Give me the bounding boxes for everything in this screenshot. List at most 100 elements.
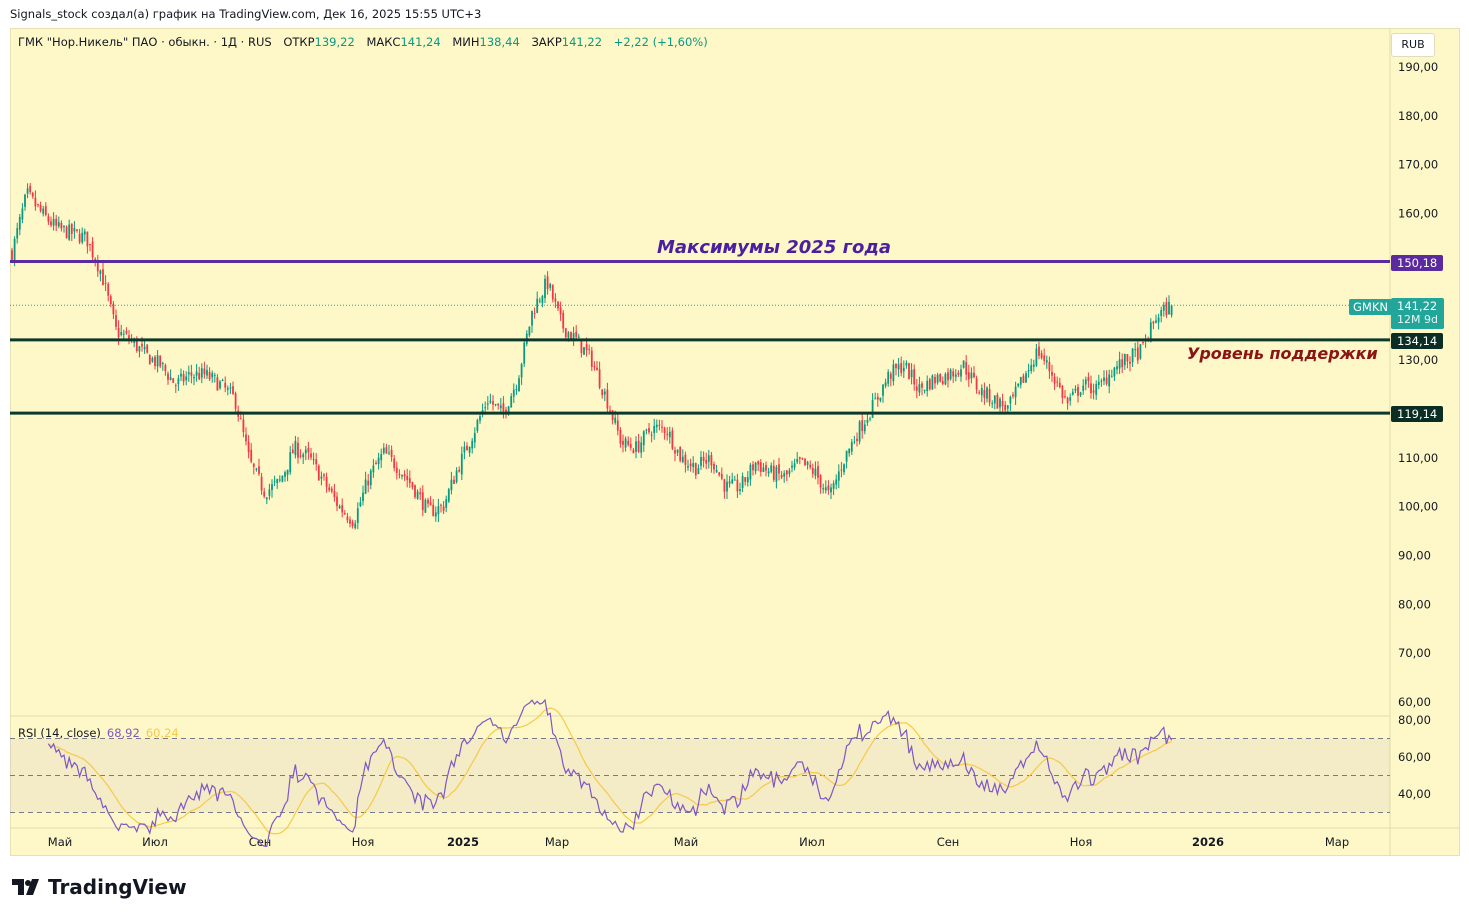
candle-body [1131, 348, 1134, 362]
chart-frame[interactable] [10, 28, 1460, 856]
rsi-ma-line [48, 707, 1172, 835]
candle-body [515, 389, 518, 391]
candle-body [1105, 377, 1108, 384]
price-tick-label: 170,00 [1398, 158, 1438, 172]
candle-body [551, 285, 554, 300]
candle-body [1071, 391, 1074, 395]
support-level-annotation: Уровень поддержки [1187, 344, 1378, 363]
candle-body [869, 418, 871, 420]
candle-body [884, 382, 887, 386]
candle-body [239, 418, 242, 420]
candle-body [494, 403, 497, 405]
candle-body [333, 491, 336, 498]
tradingview-logo[interactable]: TradingView [12, 875, 187, 899]
candle-body [211, 373, 214, 378]
candle-body [317, 465, 320, 481]
candle-body [554, 298, 557, 302]
candle-body [226, 388, 229, 390]
candle-body [39, 205, 42, 212]
candle-body [135, 338, 138, 351]
candle-body [91, 241, 94, 258]
rsi-legend[interactable]: RSI (14, close) 68,92 60,24 [18, 726, 179, 740]
candle-body [655, 424, 658, 427]
price-tick-label: 180,00 [1398, 109, 1438, 123]
candle-body [216, 377, 219, 391]
candle-body [346, 516, 349, 521]
open-value: 139,22 [314, 35, 355, 49]
candle-body [952, 371, 955, 377]
candle-body [115, 315, 117, 327]
candle-body [538, 300, 541, 302]
candle-body [1040, 353, 1043, 359]
time-tick-label: Май [48, 835, 72, 849]
candle-body [471, 440, 474, 449]
candle-body [343, 513, 346, 515]
candle-body [476, 420, 479, 431]
candle-body [377, 457, 380, 465]
candle-body [668, 431, 671, 438]
candle-body [1110, 376, 1113, 378]
candle-body [689, 463, 692, 467]
candle-body [973, 372, 975, 378]
candle-body [856, 438, 858, 441]
candle-body [785, 470, 788, 475]
candle-body [1035, 348, 1038, 366]
candle-body [213, 375, 216, 377]
time-tick-label: Мар [1325, 835, 1349, 849]
candle-body [143, 346, 146, 350]
candle-body [291, 449, 294, 454]
candle-body [798, 457, 801, 459]
candle-body [57, 222, 60, 227]
candle-body [1048, 362, 1051, 372]
candle-body [858, 421, 861, 442]
candle-body [198, 373, 201, 380]
symbol-name[interactable]: ГМК "Нор.Никель" ПАО · обыкн. · 1Д · RUS [18, 35, 272, 49]
candle-body [273, 481, 276, 483]
candle-body [603, 391, 606, 395]
candle-body [876, 396, 879, 400]
candle-body [442, 506, 445, 511]
candle-body [601, 389, 604, 396]
candle-body [921, 383, 923, 388]
candle-body [793, 463, 796, 468]
candle-body [640, 442, 643, 453]
open-label: ОТКР [283, 35, 315, 49]
candle-body [900, 362, 903, 374]
candle-body [60, 222, 63, 229]
candle-body [338, 506, 341, 509]
candle-body [531, 310, 533, 326]
candle-body [939, 374, 942, 382]
candle-body [120, 332, 123, 335]
candle-body [931, 375, 934, 390]
candle-body [1012, 394, 1014, 397]
candle-body [497, 403, 500, 406]
max-level-price-tag: 150,18 [1391, 255, 1444, 271]
candle-body [726, 481, 728, 492]
candle-body [757, 461, 760, 465]
currency-button[interactable]: RUB [1391, 33, 1435, 57]
candle-body [533, 313, 536, 315]
candle-body [177, 378, 180, 385]
candle-body [960, 369, 962, 377]
candle-body [26, 188, 29, 194]
candle-body [281, 475, 284, 482]
price-tick-label: 100,00 [1398, 500, 1438, 514]
price-tick-label: 110,00 [1398, 451, 1438, 465]
candle-body [133, 339, 136, 344]
rsi-line [47, 698, 1173, 848]
candle-body [895, 363, 897, 369]
candle-body [1157, 317, 1160, 323]
candle-body [507, 406, 510, 414]
candle-body [557, 301, 559, 309]
candle-body [936, 374, 939, 383]
candle-body [167, 373, 169, 380]
candle-body [596, 367, 598, 371]
candle-body [635, 441, 637, 452]
candle-body [320, 476, 323, 479]
candle-body [697, 468, 700, 475]
candle-body [466, 445, 468, 451]
candle-body [206, 370, 208, 376]
candle-body [804, 458, 806, 466]
candle-body [221, 379, 224, 381]
